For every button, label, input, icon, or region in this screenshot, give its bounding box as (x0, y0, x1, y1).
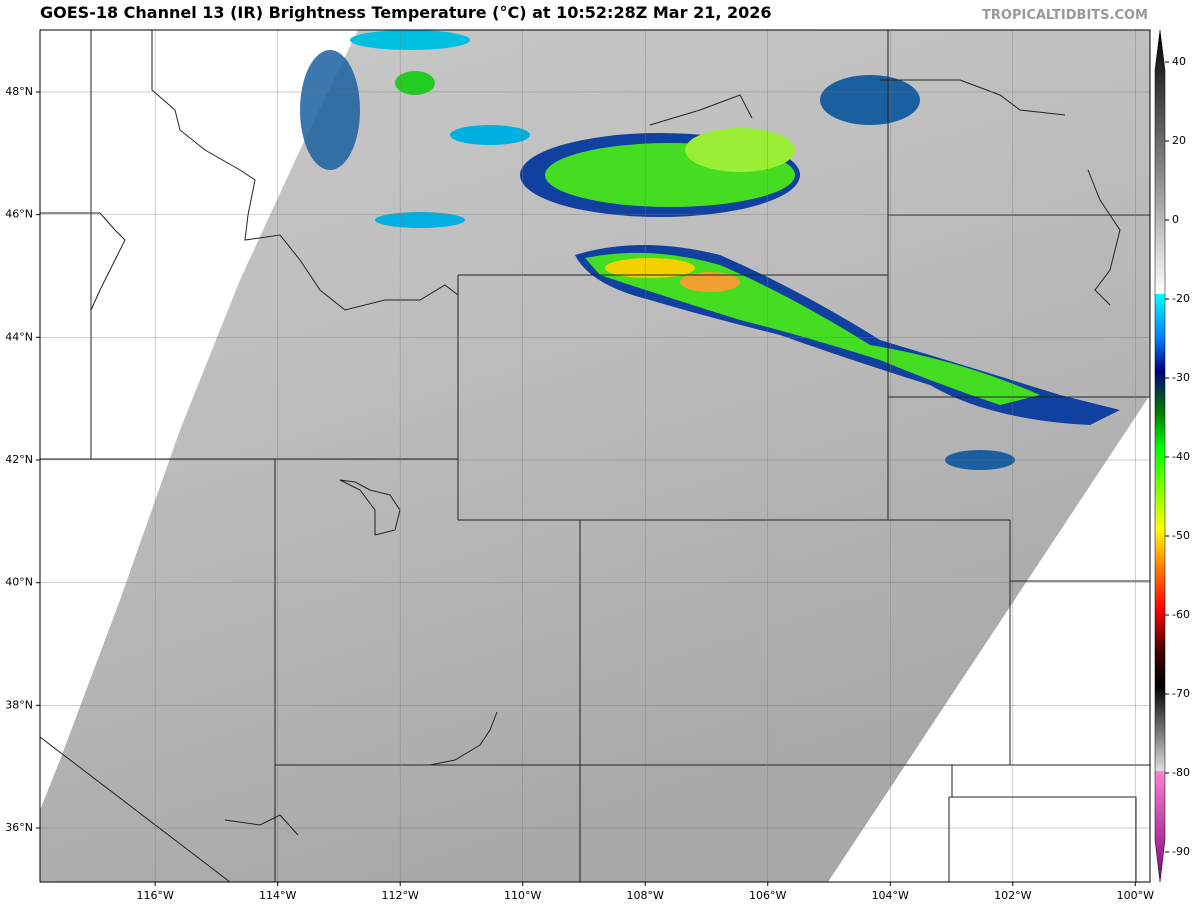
y-tick-label: 44°N (5, 330, 33, 343)
colorbar-tick-label: -70 (1172, 687, 1190, 700)
x-tick-label: 104°W (872, 889, 909, 902)
satellite-swath (40, 30, 1150, 882)
colorbar-tick-label: -30 (1172, 371, 1190, 384)
x-tick-label: 110°W (504, 889, 541, 902)
x-tick-label: 108°W (627, 889, 664, 902)
colorbar-tick-label: -60 (1172, 608, 1190, 621)
map-frame (39, 29, 1151, 883)
x-tick-label: 100°W (1117, 889, 1154, 902)
x-tick-label: 114°W (259, 889, 296, 902)
x-tick-label: 116°W (136, 889, 173, 902)
colorbar (1154, 29, 1166, 883)
y-tick-label: 46°N (5, 208, 33, 221)
tick-labels: 116°W 114°W 112°W 110°W 108°W 106°W 104°W 102°W… (5, 55, 1190, 902)
colorbar-tick-label: -50 (1172, 529, 1190, 542)
graticule (40, 30, 1150, 882)
y-tick-label: 36°N (5, 821, 33, 834)
state-borders (40, 30, 1150, 882)
colorbar-tick-label: 0 (1172, 213, 1179, 226)
map-imagery (40, 30, 1150, 882)
x-tick-label: 106°W (749, 889, 786, 902)
colorbar-tick-label: -80 (1172, 766, 1190, 779)
colorbar-tick-label: -90 (1172, 845, 1190, 858)
colorbar-tick-label: -40 (1172, 450, 1190, 463)
x-tick-label: 102°W (994, 889, 1031, 902)
watermark: TROPICALTIDBITS.COM (982, 8, 1148, 23)
colorbar-tick-label: -20 (1172, 292, 1190, 305)
colorbar-tick-label: 40 (1172, 55, 1186, 68)
colorbar-tick-label: 20 (1172, 134, 1186, 147)
y-tick-label: 48°N (5, 85, 33, 98)
y-tick-label: 40°N (5, 576, 33, 589)
title: GOES-18 Channel 13 (IR) Brightness Tempe… (40, 3, 772, 22)
y-tick-label: 38°N (5, 698, 33, 711)
x-tick-label: 112°W (382, 889, 419, 902)
y-tick-label: 42°N (5, 453, 33, 466)
